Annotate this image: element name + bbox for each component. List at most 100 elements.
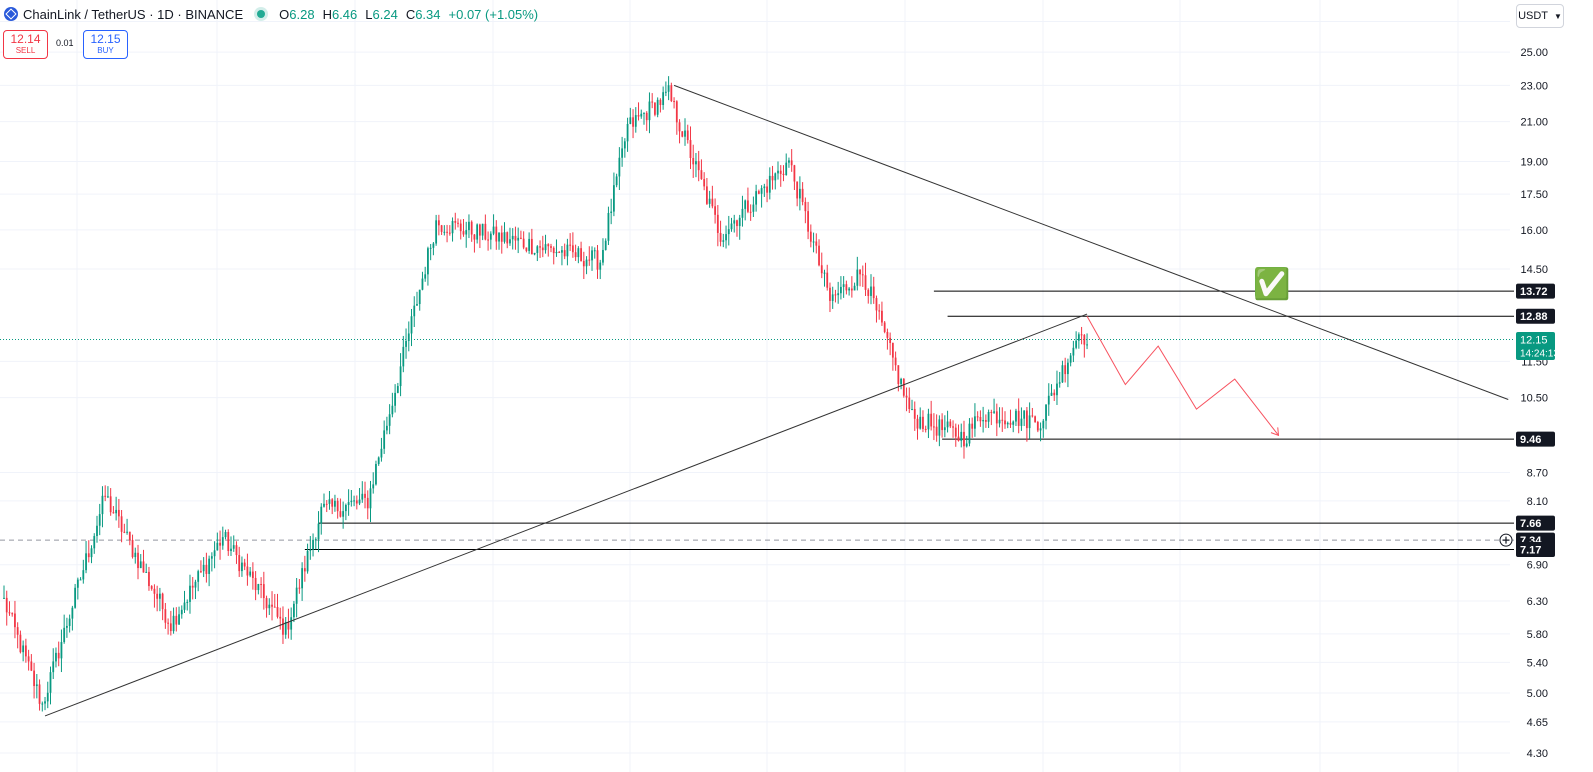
candle-body [883,322,886,332]
candle-body [317,523,320,540]
candle-body [1036,422,1039,431]
candle-body [659,99,662,106]
y-tick-label: 4.30 [1527,748,1548,760]
candle-body [908,397,911,410]
candle-body [911,408,913,410]
candle-body [555,251,558,254]
candle-body [1001,419,1004,421]
candle-body [16,627,19,635]
candle-body [1012,421,1015,425]
candle-body [293,603,295,618]
buy-button[interactable]: 12.15 BUY [83,30,128,59]
candle-body [273,606,276,608]
sell-button[interactable]: 12.14 SELL [3,30,48,59]
candle-body [900,378,902,385]
candle-body [629,117,632,124]
candle-body [361,493,364,500]
candle-body [87,553,90,558]
candle-body [470,221,473,235]
candle-body [380,448,383,458]
candle-body [919,416,922,429]
candle-body [1015,410,1017,422]
candle-body [347,502,350,506]
candle-body [785,162,788,176]
candle-body [402,346,405,367]
candle-body [153,588,156,594]
candle-body [511,235,514,240]
y-tick-label: 8.70 [1527,467,1548,479]
candle-body [610,211,613,213]
candle-body [85,553,87,571]
candle-body [995,411,998,424]
candle-body [19,634,22,653]
candle-body [922,416,924,429]
candle-body [271,604,273,607]
candle-body [492,226,495,234]
candle-body [662,92,665,106]
price-label-text: 7.66 [1520,518,1541,530]
candle-body [487,239,489,241]
currency-dropdown[interactable]: USDT ▼ [1516,4,1564,28]
candle-body [306,550,309,572]
candle-body [372,484,375,489]
candle-body [645,112,648,121]
candle-body [971,423,974,429]
candle-body [1006,422,1009,425]
candle-body [801,188,804,202]
candle-body [640,113,643,117]
trendline [44,313,1088,717]
candle-body [301,568,304,589]
crosshair-plus-icon[interactable] [1499,533,1513,547]
check-annotation-icon: ✅ [1253,266,1290,301]
ohlc-low: L6.24 [365,6,398,22]
candle-body [410,316,413,334]
candle-body [891,342,894,358]
candle-body [949,421,952,427]
symbol-title[interactable]: ChainLink / TetherUS · 1D · BINANCE [23,6,244,22]
currency-label: USDT [1518,10,1549,22]
crosshair-plus-cross [1502,536,1510,544]
y-tick-label: 5.40 [1527,657,1548,669]
candle-body [965,443,968,447]
candle-body [602,249,604,263]
price-axis: 27.0025.0023.0021.0019.0017.5016.0014.50… [1520,17,1548,761]
sell-label: SELL [15,45,36,55]
candle-body [596,250,599,270]
candle-body [74,587,77,608]
candle-body [1025,410,1028,429]
candle-body [872,286,875,299]
candle-body [848,288,851,291]
candle-body [987,411,990,422]
candle-body [637,115,640,117]
candle-body [55,652,57,662]
candle-body [156,593,159,599]
candle-body [418,289,421,305]
candle-body [432,243,435,248]
candle-body [457,222,459,224]
candle-body [984,420,987,422]
candle-body [1039,428,1042,431]
trendlines [44,84,1509,717]
price-label-box: 9.46 [1516,431,1555,447]
candle-body [320,506,323,524]
candle-body [777,170,779,174]
candle-body [186,601,189,603]
candle-body [976,416,979,418]
candle-body [1031,415,1034,417]
candle-body [437,220,440,226]
candle-body [834,294,837,296]
candle-body [678,122,681,132]
candle-body [462,231,465,235]
candle-body [314,539,317,541]
candle-body [943,427,946,431]
candle-body [574,252,577,258]
y-tick-label: 4.65 [1527,717,1548,729]
candle-body [131,539,134,558]
candle-body [90,548,93,558]
candle-body [861,274,864,276]
candle-body [158,593,161,599]
candle-body [850,288,853,291]
candle-body [760,188,763,194]
candle-body [71,607,74,619]
